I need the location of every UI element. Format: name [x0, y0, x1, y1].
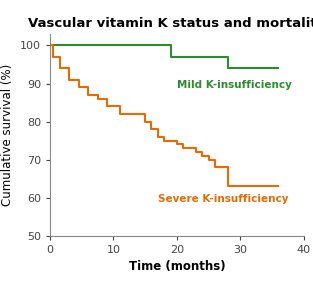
Text: Severe K-insufficiency: Severe K-insufficiency	[158, 194, 288, 204]
Title: Vascular vitamin K status and mortality: Vascular vitamin K status and mortality	[28, 17, 313, 30]
Y-axis label: Cumulative survival (%): Cumulative survival (%)	[2, 64, 14, 206]
X-axis label: Time (months): Time (months)	[129, 260, 225, 273]
Text: Mild K-insufficiency: Mild K-insufficiency	[177, 80, 292, 90]
